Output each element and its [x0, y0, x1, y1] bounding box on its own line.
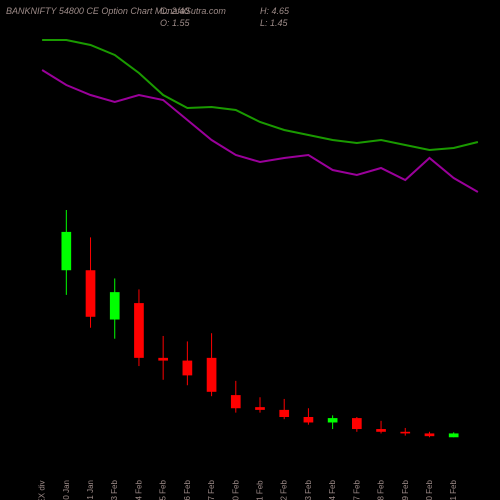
x-tick-label: 05 Feb [159, 480, 168, 500]
x-tick-label: 11 Feb [256, 480, 265, 500]
candle-body [279, 410, 289, 417]
x-tick-label: 03 Feb [110, 480, 119, 500]
x-tick-label: EX div [38, 480, 47, 500]
ohlc-close-label: C: 2.40 [160, 6, 189, 16]
x-tick-label: 18 Feb [377, 480, 386, 500]
x-tick-label: 19 Feb [401, 480, 410, 500]
x-tick-label: 14 Feb [328, 480, 337, 500]
x-tick-label: 13 Feb [304, 480, 313, 500]
candle-body [304, 417, 314, 422]
x-tick-label: 30 Jan [62, 480, 71, 500]
ohlc-low-label: L: 1.45 [260, 18, 288, 28]
x-tick-label: 12 Feb [280, 480, 289, 500]
x-tick-label: 10 Feb [231, 480, 240, 500]
x-tick-label: 17 Feb [352, 480, 361, 500]
candle-body [183, 361, 193, 376]
candle-body [376, 429, 386, 432]
x-tick-label: 21 Feb [449, 480, 458, 500]
ohlc-open-label: O: 1.55 [160, 18, 190, 28]
candle-body [86, 270, 96, 317]
x-tick-label: 06 Feb [183, 480, 192, 500]
x-tick-label: 20 Feb [425, 480, 434, 500]
ohlc-high-label: H: 4.65 [260, 6, 289, 16]
x-tick-label: 04 Feb [134, 480, 143, 500]
candle-body [449, 433, 459, 437]
candle-body [207, 358, 217, 392]
candle-body [255, 407, 265, 410]
candle-body [61, 232, 71, 270]
chart-container: BANKNIFTY 54800 CE Option Chart MunafaSu… [0, 0, 500, 500]
indicator-line [42, 40, 478, 150]
candle-body [110, 292, 120, 319]
candle-body [400, 432, 410, 434]
chart-title: BANKNIFTY 54800 CE Option Chart MunafaSu… [6, 6, 226, 16]
chart-svg: EX div 30 Jan 31 Jan 03 Feb 04 Feb 05 Feb 06 F… [0, 0, 500, 500]
x-tick-label: 07 Feb [207, 480, 216, 500]
candle-body [352, 418, 362, 429]
indicator-line [42, 70, 478, 192]
candle-body [425, 433, 435, 436]
x-tick-label: 31 Jan [86, 480, 95, 500]
candle-body [328, 418, 338, 422]
candle-body [158, 358, 168, 361]
candle-body [134, 303, 144, 358]
candle-body [231, 395, 241, 408]
